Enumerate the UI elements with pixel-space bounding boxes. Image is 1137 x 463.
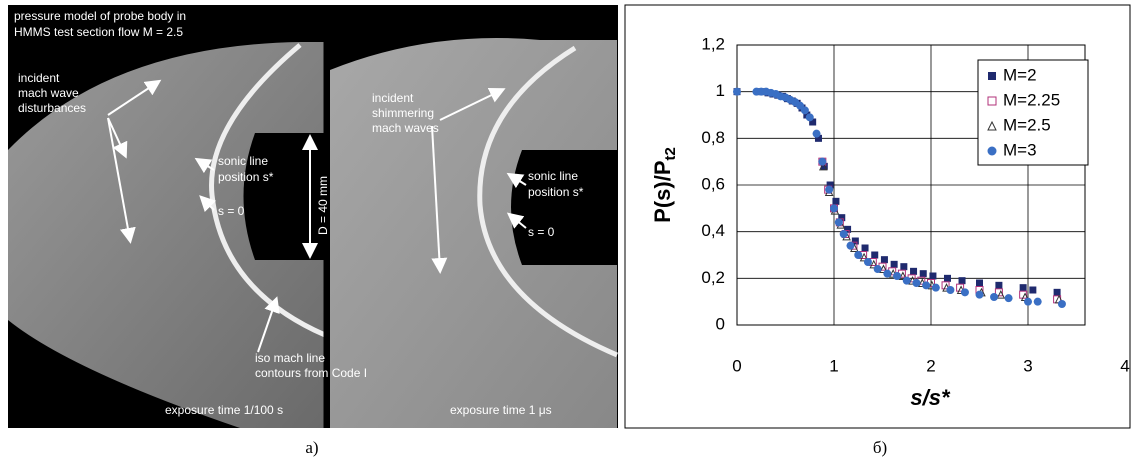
annotation: HMMS test section flow M = 2.5	[14, 25, 183, 39]
x-tick-label: 0	[732, 356, 741, 375]
annotation: sonic line	[528, 169, 578, 183]
point	[846, 242, 854, 250]
point	[832, 198, 839, 205]
point	[920, 270, 927, 277]
probe-body	[244, 133, 326, 260]
annotation: incident	[18, 71, 60, 85]
caption: б)	[873, 438, 887, 457]
point	[976, 280, 983, 287]
point	[912, 279, 920, 287]
point	[932, 284, 940, 292]
y-tick-label: 0,8	[701, 128, 725, 147]
annotation: mach wave	[18, 86, 79, 100]
point	[961, 288, 969, 296]
point	[801, 106, 809, 114]
figure: pressure model of probe body in HMMS tes…	[0, 0, 1137, 463]
annotation: iso mach line	[255, 351, 325, 365]
point	[1058, 300, 1066, 308]
point	[733, 88, 741, 96]
annotation: disturbances	[18, 101, 86, 115]
point	[871, 252, 878, 259]
point	[1005, 294, 1013, 302]
y-label-main: P(s)/P	[650, 160, 675, 222]
point	[1020, 284, 1027, 291]
point	[881, 256, 888, 263]
x-tick-label: 1	[829, 356, 838, 375]
point	[910, 268, 917, 275]
point	[944, 275, 951, 282]
y-tick-label: 1,2	[701, 34, 725, 53]
annotation: D = 40 mm	[316, 176, 330, 235]
point	[854, 251, 862, 259]
caption: a)	[305, 438, 318, 457]
legend-marker	[988, 72, 996, 80]
point	[903, 277, 911, 285]
x-tick-label: 3	[1023, 356, 1032, 375]
annotation: sonic line	[218, 154, 268, 168]
point	[874, 265, 882, 273]
x-tick-label: 4	[1120, 356, 1129, 375]
annotation: s = 0	[218, 204, 245, 218]
point	[818, 158, 826, 166]
legend-label: M=2	[1003, 65, 1037, 84]
annotation: pressure model of probe body in	[14, 9, 186, 23]
point	[813, 130, 821, 138]
point	[1034, 298, 1042, 306]
probe-body	[511, 150, 617, 265]
legend-marker	[988, 147, 997, 156]
point	[830, 204, 838, 212]
point	[1054, 289, 1061, 296]
x-tick-label: 2	[926, 356, 935, 375]
annotation: shimmering	[372, 106, 434, 120]
point	[806, 113, 814, 121]
legend-label: M=2.5	[1003, 115, 1051, 134]
legend-label: M=3	[1003, 140, 1037, 159]
y-tick-label: 0,6	[701, 174, 725, 193]
point	[946, 286, 954, 294]
point	[864, 258, 872, 266]
annotation: exposure time 1 μs	[450, 403, 552, 417]
annotation: mach waves	[372, 121, 439, 135]
point	[929, 273, 936, 280]
point	[883, 270, 891, 278]
x-axis-label: s/s*	[910, 385, 951, 410]
y-tick-label: 0,4	[701, 221, 725, 240]
point	[862, 245, 869, 252]
point	[922, 281, 930, 289]
y-tick-label: 0	[716, 314, 725, 333]
point	[959, 277, 966, 284]
y-tick-label: 1	[716, 81, 725, 100]
legend-label: M=2.25	[1003, 90, 1060, 109]
point	[1024, 298, 1032, 306]
annotation: position s*	[218, 170, 274, 184]
point	[893, 272, 901, 280]
point	[995, 282, 1002, 289]
y-label-sub: t2	[662, 147, 679, 160]
point	[840, 230, 848, 238]
annotation: exposure time 1/100 s	[165, 403, 283, 417]
point	[900, 263, 907, 270]
annotation: s = 0	[528, 225, 555, 239]
point	[1029, 287, 1036, 294]
annotation: incident	[372, 91, 414, 105]
point	[891, 261, 898, 268]
point	[835, 218, 843, 226]
point	[825, 186, 833, 194]
point	[990, 293, 998, 301]
annotation: position s*	[528, 185, 584, 199]
point	[976, 291, 984, 299]
annotation: contours from Code I	[255, 366, 367, 380]
y-tick-label: 0,2	[701, 268, 725, 287]
